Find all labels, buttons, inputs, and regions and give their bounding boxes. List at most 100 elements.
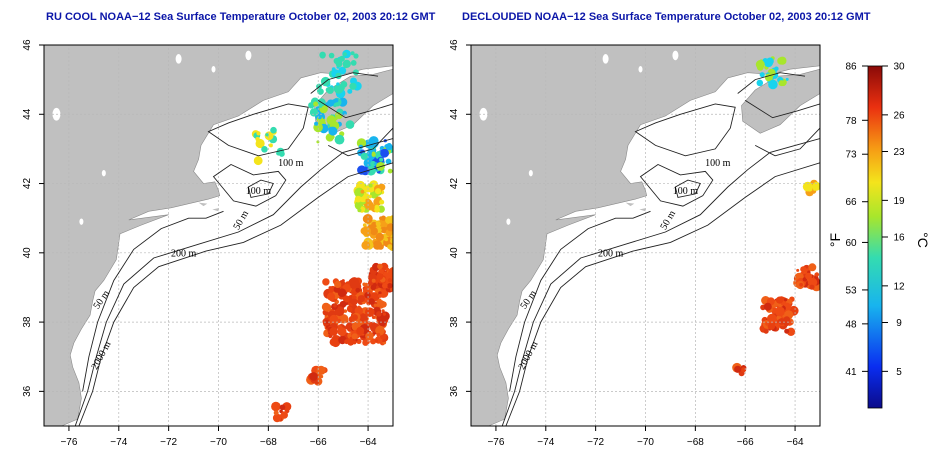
fahrenheit-tick-label: 41 [845,367,857,378]
sst-pixel [360,189,365,194]
sst-pixel [371,278,376,283]
sst-pixel [796,268,800,272]
sst-pixel [756,79,764,87]
sst-pixel [332,99,337,104]
lat-tick-label: 46 [449,39,460,51]
sst-pixel [273,410,279,416]
sst-pixel [371,315,376,320]
sst-pixel [785,77,789,81]
sst-pixel [279,404,286,411]
sst-pixel [355,287,361,293]
lat-lon-grid [471,45,820,426]
sst-pixel [349,82,357,90]
sst-pixel [316,365,326,375]
sst-pixel [387,168,393,174]
sst-pixel [362,282,367,287]
sst-pixel [353,53,359,59]
sst-pixel [352,69,359,76]
sst-pixel [335,60,343,68]
sst-pixel [368,298,375,305]
sst-pixel [378,293,383,298]
sst-pixel [351,333,358,340]
depth-contour [501,138,820,426]
depth-contour [74,138,393,426]
celsius-tick-label: 30 [893,62,905,73]
sst-pixel [309,108,319,117]
lat-tick-label: 36 [22,385,33,397]
temperature-colorbar: 30 26 23 19 16 12 9 5 86 78 73 66 60 53 48 41 °F °C [827,62,931,409]
sst-pixel [329,327,338,336]
sst-pixel [350,298,358,306]
sst-pixel [333,303,337,308]
sst-pixel [322,118,326,123]
sst-pixel [265,133,269,137]
island [625,202,635,207]
sst-pixel [334,280,342,288]
sst-pixel [376,273,384,280]
sst-pixel [314,380,319,385]
sst-pixel [345,120,355,129]
sst-pixel [778,318,785,325]
sst-pixel [350,51,355,56]
sst-pixel [347,306,353,313]
sst-pixel [390,270,393,277]
lat-tick-label: 40 [449,247,460,259]
contour-label: 100 m [246,186,272,197]
left-panel-title: RU COOL NOAA−12 Sea Surface Temperature … [46,11,436,23]
fahrenheit-label: °F [827,233,843,247]
sst-data-layer [251,49,393,423]
depth-contour [744,100,820,119]
lake [211,66,216,73]
lat-lon-grid [44,45,393,426]
sst-pixel [328,126,338,136]
lon-tick-label: −76 [487,437,504,448]
depth-contour [505,162,820,426]
island [212,208,219,212]
sst-pixel [385,158,392,165]
sst-pixel [349,281,358,289]
contour-label: 100 m [673,186,699,197]
sst-pixel [385,216,393,225]
sst-pixel [382,282,388,289]
sst-pixel [378,291,382,295]
sst-pixel [337,327,347,337]
lat-tick-label: 36 [449,385,460,397]
sst-pixel [342,52,347,57]
sst-pixel [324,319,329,324]
sst-pixel [375,188,382,195]
lat-tick-label: 38 [22,316,33,328]
sst-pixel [798,278,802,282]
sst-pixel [814,272,820,277]
depth-contour [737,72,806,94]
celsius-tick-label: 16 [893,233,905,244]
contour-label: 100 m [278,158,304,169]
depth-contour [509,210,651,392]
sst-pixel [377,263,383,270]
sst-pixel [767,322,776,330]
lon-tick-label: −76 [60,437,77,448]
lon-tick-label: −72 [160,437,177,448]
lake [101,169,106,177]
sst-pixel [368,183,373,188]
sst-pixel [361,226,372,236]
lon-tick-label: −66 [310,437,327,448]
fahrenheit-tick-label: 86 [845,62,857,73]
sst-pixel [374,204,380,210]
sst-pixel [365,307,375,318]
axis-ticks: −76 −74 −72 −70 −68 −66 −64 46 44 42 40 38 36 [449,39,804,448]
sst-pixel [799,282,803,287]
celsius-label: °C [915,232,931,248]
mainland-coast [471,45,820,426]
sst-pixel [371,152,376,157]
depth-contour [82,210,224,392]
sst-pixel [373,283,377,287]
sst-pixel [734,365,742,373]
depth-contour [207,103,309,157]
sst-pixel [347,88,353,94]
sst-pixel [255,136,260,142]
sst-pixel [380,301,387,308]
fahrenheit-tick-label: 78 [845,116,857,127]
sst-pixel [380,148,389,158]
